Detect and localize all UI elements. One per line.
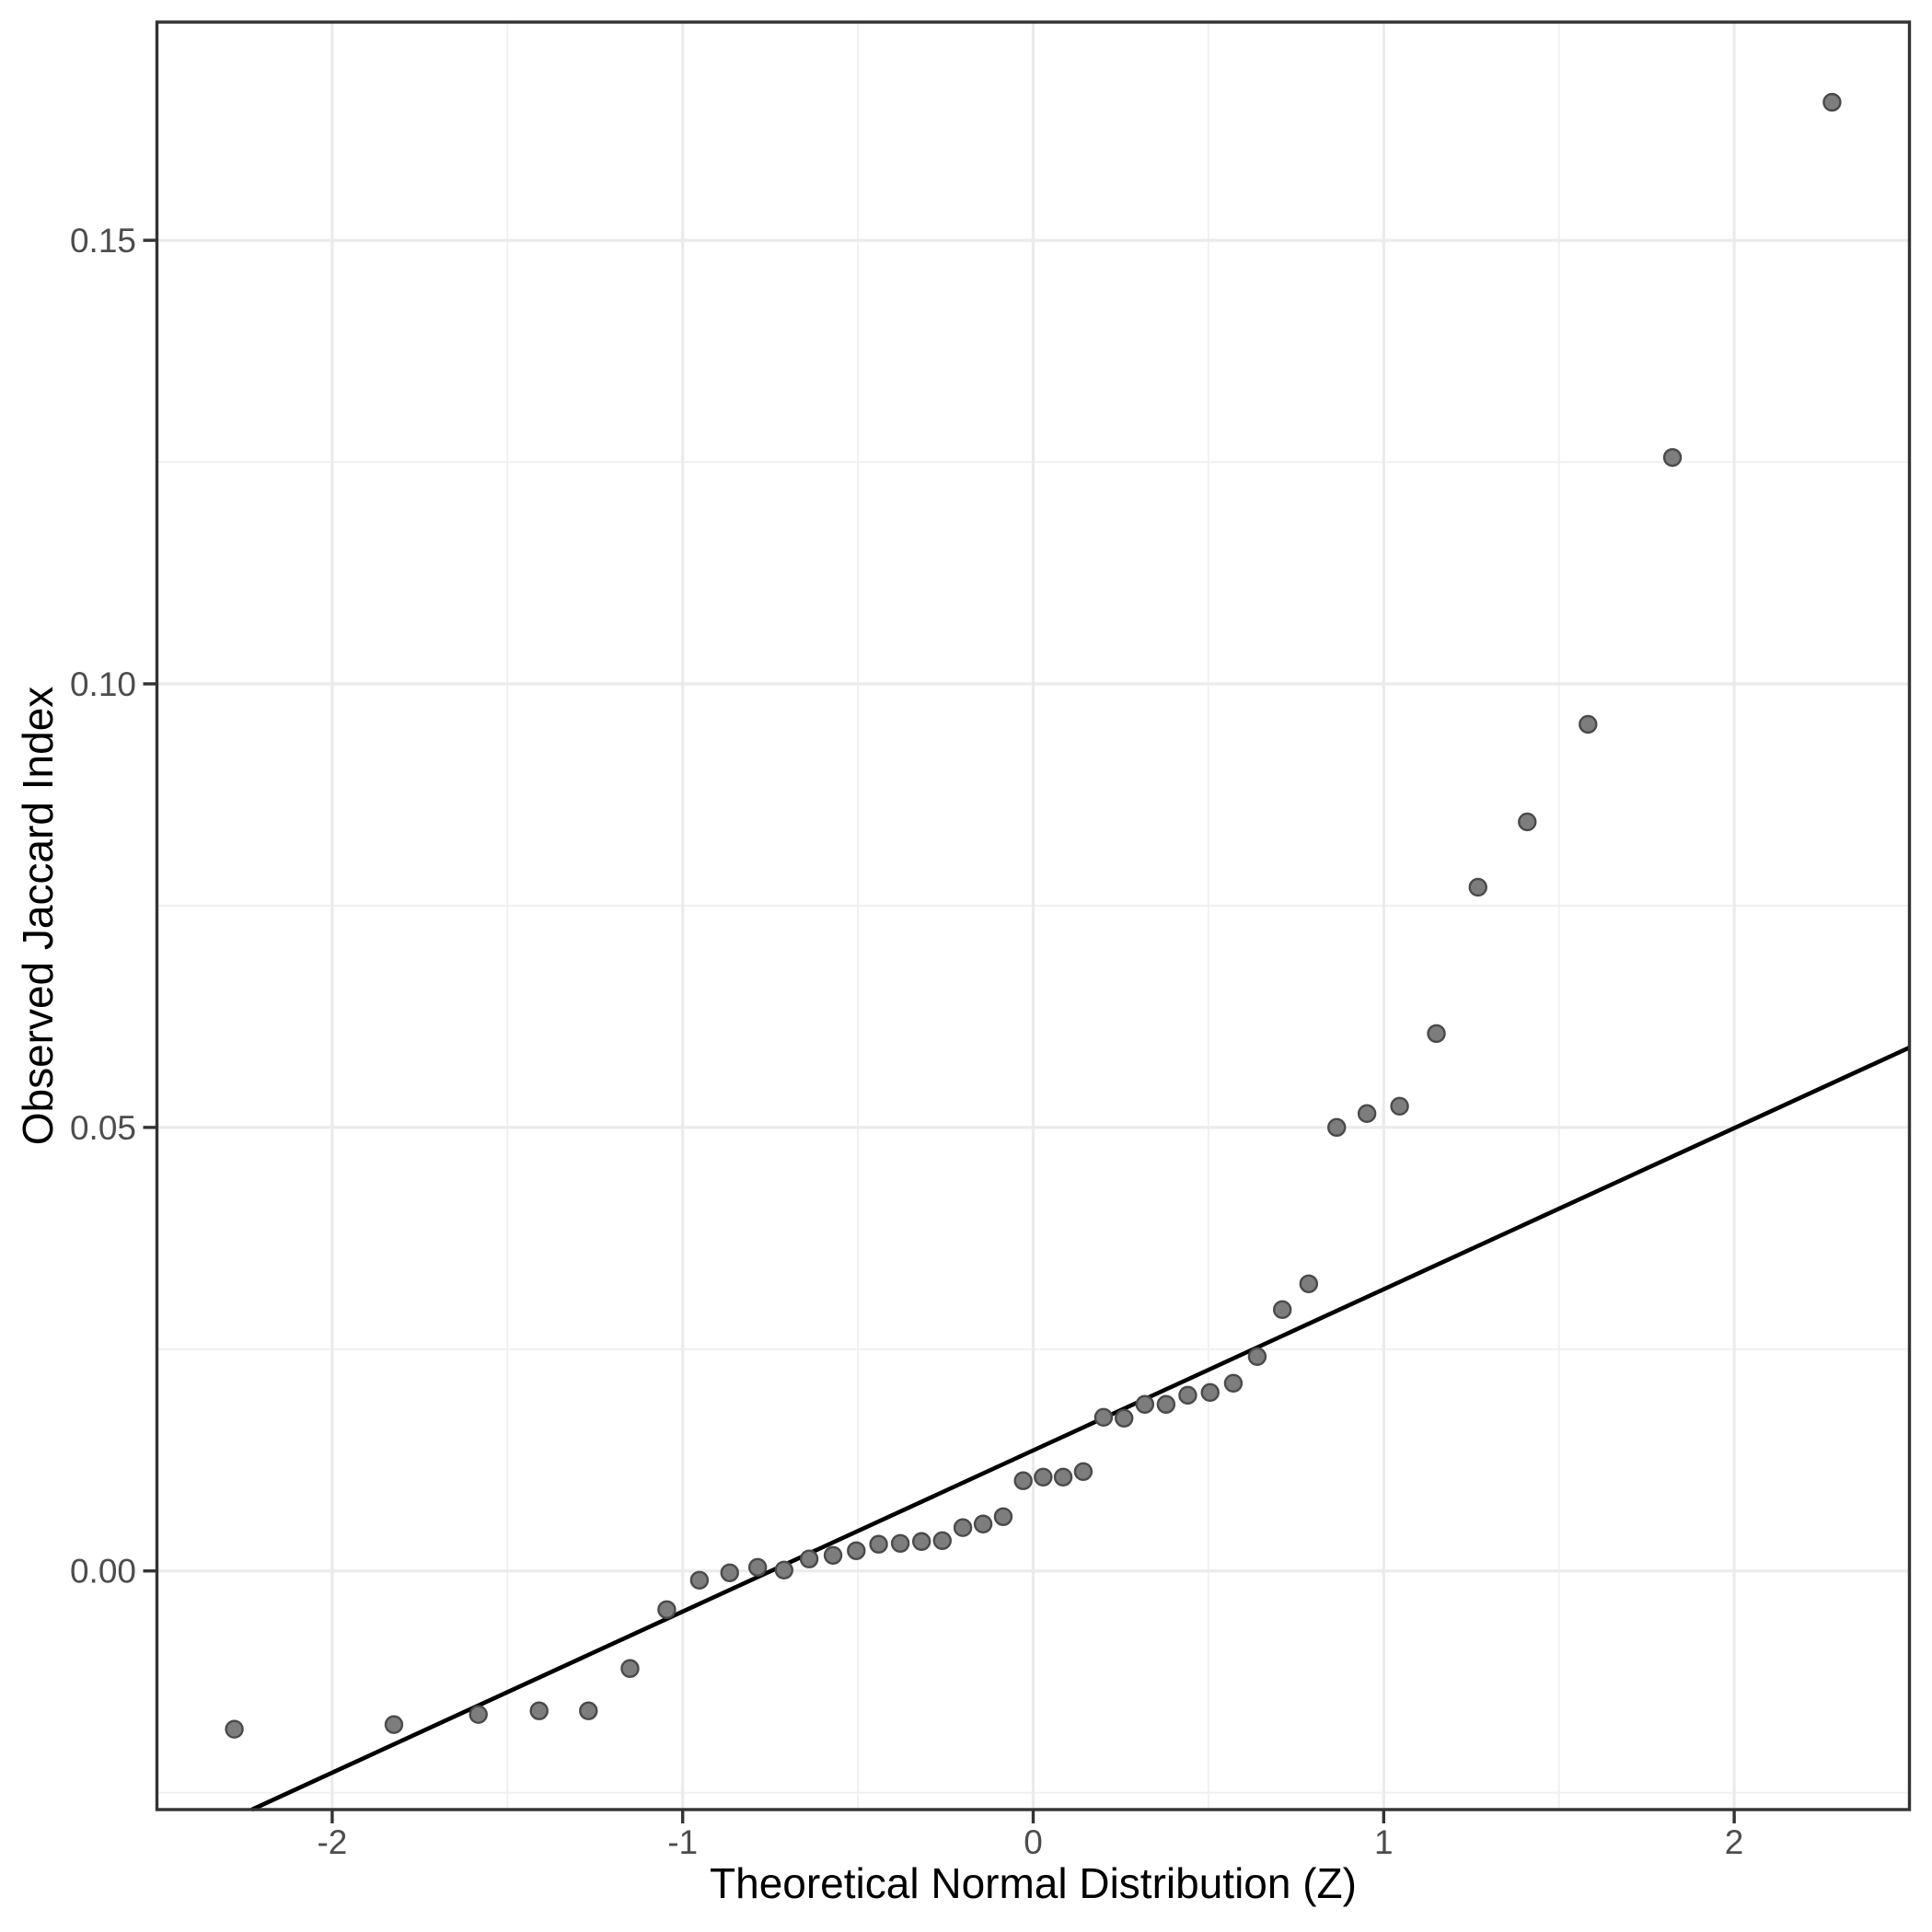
x-axis-ticks	[330, 1810, 1736, 1823]
data-point	[1093, 1407, 1114, 1428]
data-point	[579, 1701, 598, 1720]
data-point	[469, 1705, 488, 1724]
data-point	[1662, 447, 1683, 468]
y-tick-label: 0.10	[70, 665, 136, 703]
data-point	[529, 1701, 549, 1720]
data-point	[1247, 1347, 1267, 1367]
data-point	[973, 1514, 993, 1533]
data-point	[747, 1557, 768, 1577]
data-point	[1115, 1408, 1134, 1428]
data-points	[225, 92, 1842, 1739]
data-point	[1390, 1096, 1409, 1116]
data-point	[847, 1541, 866, 1560]
data-point	[720, 1563, 739, 1582]
y-axis-tick-labels: 0.00 0.05 0.10 0.15	[70, 222, 136, 1591]
data-point	[384, 1715, 404, 1734]
data-point	[1427, 1024, 1446, 1044]
data-point	[932, 1531, 952, 1550]
data-point	[620, 1659, 640, 1678]
data-point	[869, 1534, 888, 1554]
x-tick-label: 2	[1725, 1823, 1744, 1861]
x-tick-label: 1	[1374, 1823, 1394, 1861]
x-tick-label: 0	[1024, 1823, 1043, 1861]
data-point	[1223, 1373, 1244, 1394]
data-point	[774, 1560, 793, 1579]
x-tick-label: -2	[317, 1823, 347, 1861]
data-point	[1327, 1117, 1347, 1138]
data-point	[1822, 92, 1842, 112]
data-point	[1156, 1394, 1176, 1414]
data-point	[1200, 1382, 1220, 1403]
data-point	[225, 1719, 244, 1739]
major-gridlines	[156, 22, 1910, 1810]
data-point	[1299, 1274, 1319, 1293]
x-axis-tick-labels: -2 -1 0 1 2	[317, 1823, 1743, 1861]
x-tick-label: -1	[667, 1823, 698, 1861]
data-point	[1357, 1104, 1377, 1124]
data-point	[1073, 1462, 1093, 1482]
x-axis-title: Theoretical Normal Distribution (Z)	[710, 1859, 1357, 1907]
data-point	[1034, 1467, 1053, 1487]
data-point	[657, 1600, 677, 1619]
y-tick-label: 0.15	[70, 222, 136, 260]
data-point	[911, 1532, 931, 1551]
data-point	[1053, 1467, 1073, 1487]
data-point	[1468, 877, 1487, 897]
data-point	[799, 1549, 819, 1568]
data-point	[689, 1570, 710, 1590]
data-point	[1273, 1300, 1292, 1320]
data-point	[823, 1545, 843, 1565]
data-point	[1518, 812, 1537, 832]
data-point	[1013, 1471, 1033, 1490]
y-axis-ticks	[143, 238, 157, 1573]
data-point	[890, 1533, 910, 1553]
y-axis-title: Observed Jaccard Index	[14, 687, 62, 1146]
data-point	[993, 1507, 1013, 1526]
data-point	[1135, 1394, 1155, 1414]
data-point	[953, 1518, 973, 1537]
data-point	[1178, 1385, 1197, 1406]
y-tick-label: 0.00	[70, 1553, 136, 1591]
y-tick-label: 0.05	[70, 1109, 136, 1147]
reference-line	[250, 1046, 1911, 1812]
data-point	[1579, 714, 1598, 735]
